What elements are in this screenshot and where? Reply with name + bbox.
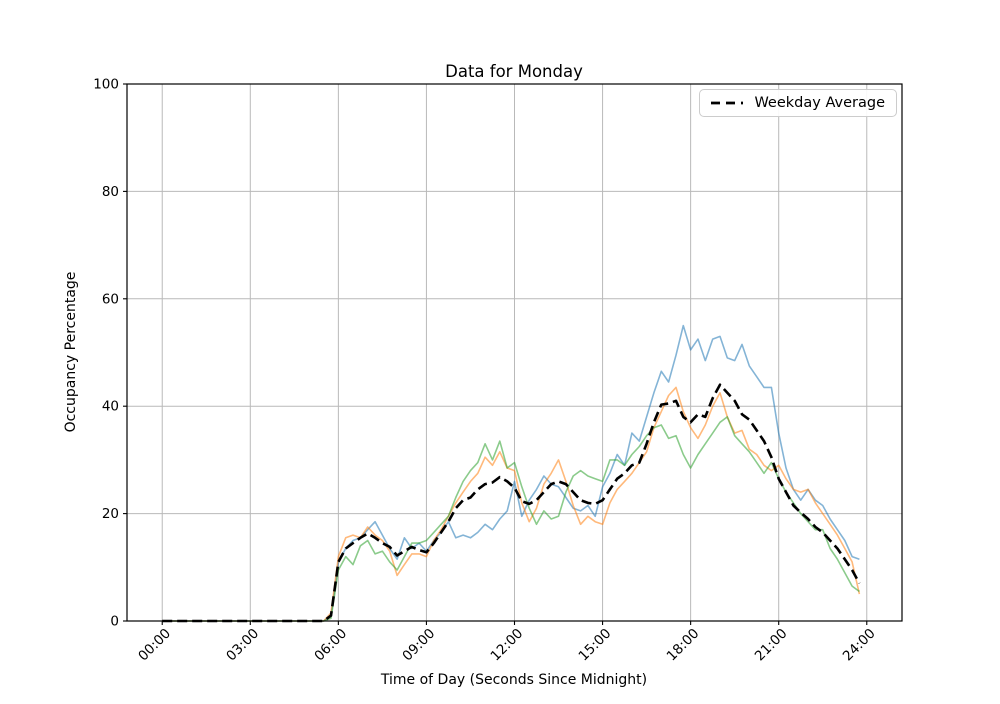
line-orange: [162, 386, 861, 622]
x-tick-label: 15:00: [576, 626, 615, 665]
x-tick-label: 06:00: [311, 626, 350, 665]
y-tick-label: 80: [102, 184, 119, 200]
y-tick-label: 40: [102, 399, 119, 415]
legend-label: Weekday Average: [754, 95, 885, 111]
gridlines: [127, 83, 902, 622]
x-axis-label: Time of Day (Seconds Since Midnight): [380, 672, 647, 688]
x-tick-label: 03:00: [223, 626, 262, 665]
line-green: [162, 416, 860, 622]
y-tick-label: 20: [102, 506, 119, 522]
y-tick-label: 60: [102, 291, 119, 307]
y-axis-label: Occupancy Percentage: [63, 272, 79, 433]
weekday-average: [162, 383, 861, 623]
legend: Weekday Average: [699, 89, 897, 117]
x-tick-label: 18:00: [664, 626, 703, 665]
x-tick-label: 09:00: [399, 626, 438, 665]
x-tick-label: 00:00: [135, 626, 174, 665]
axis-ticks: 00:00 03:00 06:00 09:00 12:00 15:00 18:00 21:00…: [93, 77, 878, 665]
y-tick-label: 100: [93, 77, 119, 93]
chart-title: Data for Monday: [445, 62, 583, 81]
x-tick-label: 12:00: [488, 626, 527, 665]
x-tick-label: 21:00: [752, 626, 791, 665]
x-tick-label: 24:00: [840, 626, 879, 665]
data-series: [162, 324, 861, 623]
legend-dash-sample-icon: [711, 101, 744, 105]
line-blue: [162, 324, 860, 622]
y-tick-label: 0: [110, 614, 119, 630]
